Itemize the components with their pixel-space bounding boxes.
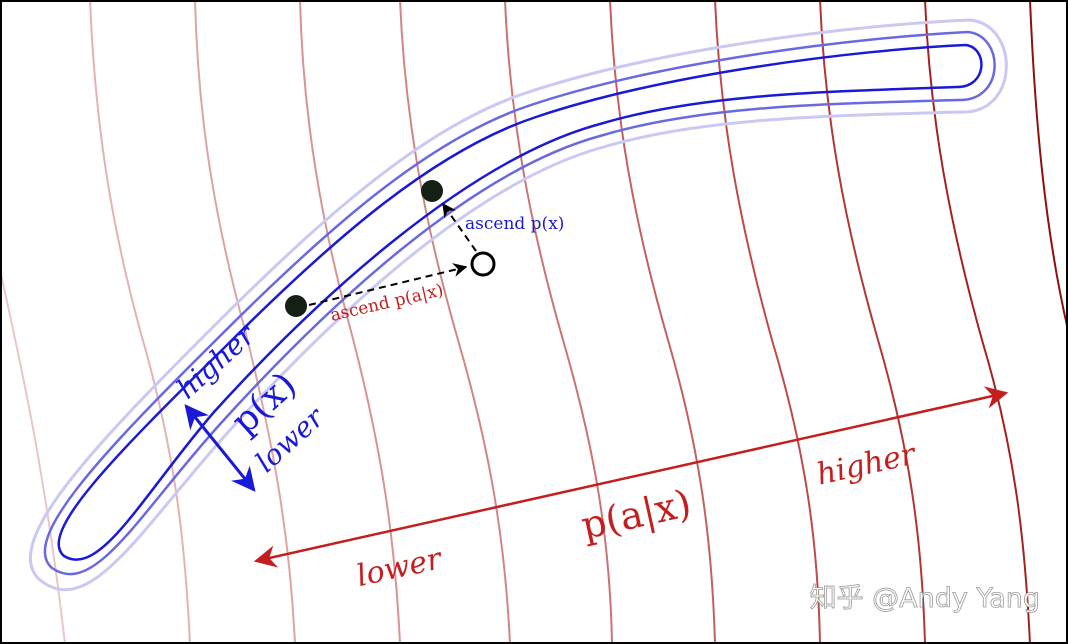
density-contour-inner (57, 43, 983, 561)
conditional-axis-higher: higher (814, 437, 920, 493)
density-contour-outer (28, 18, 1008, 592)
end-point (421, 180, 443, 202)
density-axis-arrow (184, 404, 256, 492)
density-step-label: ascend p(x) (465, 214, 564, 234)
start-point (285, 295, 307, 317)
contour-line (89, 0, 191, 644)
density-axis: p(x) higher lower (170, 318, 332, 492)
contour-line (609, 0, 716, 644)
intermediate-point (470, 251, 496, 277)
conditional-step-arrow (308, 263, 468, 306)
density-contour-middle (43, 30, 996, 576)
contour-line (819, 0, 926, 644)
conditional-axis-label: p(a|x) (577, 481, 695, 548)
contour-line (1029, 0, 1068, 331)
contour-line (924, 0, 1031, 644)
contour-line (0, 269, 66, 644)
density-contours (28, 18, 1008, 592)
conditional-axis-arrow (253, 386, 1009, 568)
conditional-step-label: ascend p(a|x) (328, 280, 445, 325)
watermark: 知乎 @Andy Yang (810, 583, 1040, 614)
conditional-axis-lower: lower (353, 541, 446, 594)
contour-line (194, 0, 296, 644)
density-step-arrow (442, 202, 477, 252)
conditional-axis: p(a|x) higher lower (253, 386, 1009, 594)
